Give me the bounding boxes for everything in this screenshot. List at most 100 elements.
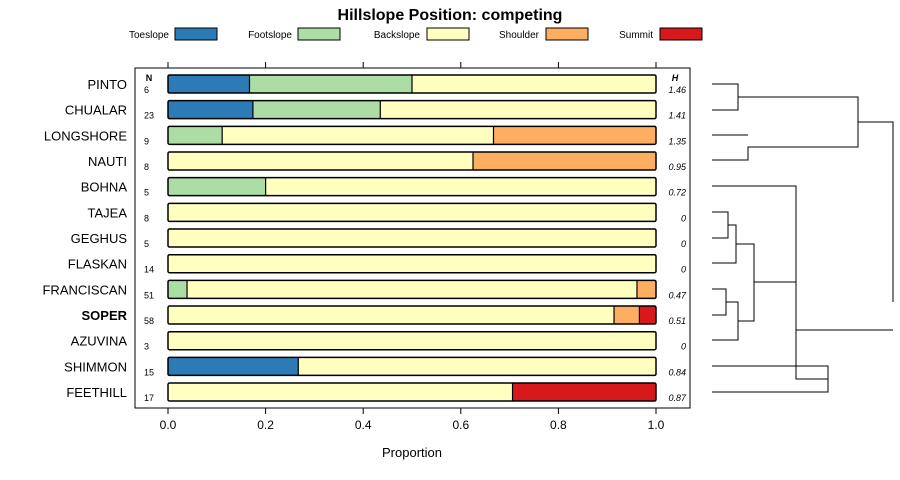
bar-segment-backslope [298, 357, 656, 376]
row-label: BOHNA [81, 180, 128, 195]
bar-outline [167, 228, 657, 248]
bar-segment-footslope [249, 75, 412, 93]
legend-label: Toeslope [129, 30, 169, 41]
bar-segment-footslope [168, 177, 266, 196]
n-value: 51 [144, 290, 154, 300]
n-value: 9 [144, 136, 149, 146]
x-tick-label: 0.8 [550, 418, 567, 432]
plot-frame [134, 67, 691, 409]
h-value: 0 [681, 342, 686, 352]
x-axis-label: Proportion [382, 445, 442, 460]
bar-outline [167, 125, 657, 146]
x-tick-label: 0.0 [160, 418, 177, 432]
row-label: AZUVINA [71, 334, 128, 349]
n-value: 5 [144, 188, 149, 198]
dendrogram [712, 83, 894, 393]
row-label: LONGSHORE [44, 128, 127, 143]
bar-segment-shoulder [473, 152, 656, 171]
h-value: 1.46 [668, 85, 686, 95]
dendrogram-branch [712, 83, 739, 111]
h-value: 0 [681, 239, 686, 249]
bar-segment-shoulder [614, 306, 640, 325]
bar-segment-footslope [252, 100, 381, 119]
bar-outline [167, 253, 657, 274]
row-label: GEGHUS [71, 231, 128, 246]
x-tick-label: 0.2 [257, 418, 274, 432]
bar-segment-backslope [187, 280, 637, 299]
dendrogram-branch [712, 301, 739, 341]
legend: Toeslope Footslope Backslope Shoulder Summit [129, 27, 703, 41]
bar-segment-footslope [168, 280, 188, 299]
bar-segment-backslope [222, 126, 494, 145]
h-value: 0.72 [668, 188, 686, 198]
bar-segment-toeslope [168, 357, 299, 376]
h-value: 0.51 [668, 316, 686, 326]
legend-label: Backslope [374, 30, 421, 41]
x-tick-label: 0.6 [452, 418, 469, 432]
bar-outline [167, 176, 657, 197]
x-tick-label: 0.4 [355, 418, 372, 432]
bar-outline [167, 151, 657, 171]
bar-segment-backslope [168, 229, 656, 248]
bar-segment-backslope [168, 306, 615, 325]
bar-segment-shoulder [493, 126, 656, 145]
h-value: 0 [681, 213, 686, 223]
row-label: FLASKAN [68, 257, 127, 272]
n-value: 3 [144, 342, 149, 352]
bar-outline [167, 356, 657, 377]
bar-outline [167, 382, 657, 402]
legend-swatch [297, 27, 341, 41]
h-value: 0.84 [668, 367, 686, 377]
row-label: SOPER [81, 308, 127, 323]
n-value: 58 [144, 316, 154, 326]
bar-segment-backslope [168, 254, 656, 273]
dendrogram-branch [712, 185, 797, 282]
legend-label: Shoulder [499, 30, 540, 41]
dendrogram-branch [712, 288, 727, 316]
bar-outline [167, 74, 657, 94]
bar-segment-footslope [168, 126, 223, 145]
row-label: NAUTI [88, 154, 127, 169]
row-label: FEETHILL [66, 385, 127, 400]
bar-segment-backslope [168, 152, 473, 171]
bar-segment-toeslope [168, 100, 253, 119]
h-value: 0.47 [668, 290, 687, 300]
bar-outline [167, 99, 657, 120]
legend-label: Footslope [248, 30, 292, 41]
n-value: 8 [144, 162, 149, 172]
n-value: 6 [144, 85, 149, 95]
legend-label: Summit [619, 30, 653, 41]
dendrogram-branch [712, 224, 737, 264]
x-tick-label: 1.0 [648, 418, 665, 432]
bar-segment-summit [512, 383, 656, 402]
n-header: N [146, 73, 153, 83]
bar-segment-backslope [412, 75, 656, 93]
bar-outline [167, 279, 657, 300]
n-value: 23 [144, 111, 154, 121]
bar-segment-summit [639, 306, 656, 325]
row-label: PINTO [88, 77, 128, 92]
bar-segment-backslope [265, 177, 656, 196]
bar-segment-backslope [380, 100, 656, 119]
bar-outline [167, 330, 657, 351]
bar-segment-toeslope [168, 75, 250, 93]
legend-swatch [426, 27, 470, 41]
row-label: CHUALAR [65, 103, 127, 118]
row-label: SHIMMON [64, 359, 127, 374]
bar-outline [167, 202, 657, 223]
dendrogram-branch [712, 211, 729, 239]
h-value: 0.95 [668, 162, 687, 172]
legend-swatch [545, 27, 589, 41]
bar-segment-backslope [168, 331, 656, 350]
n-value: 14 [144, 265, 154, 275]
h-value: 0 [681, 265, 686, 275]
legend-swatch [659, 27, 703, 41]
n-value: 5 [144, 239, 149, 249]
dendrogram-branch [712, 96, 859, 161]
h-value: 1.41 [668, 111, 686, 121]
n-value: 8 [144, 213, 149, 223]
row-label: FRANCISCAN [42, 282, 127, 297]
h-value: 0.87 [668, 393, 687, 403]
h-value: 1.35 [668, 136, 687, 146]
row-label: TAJEA [88, 205, 128, 220]
